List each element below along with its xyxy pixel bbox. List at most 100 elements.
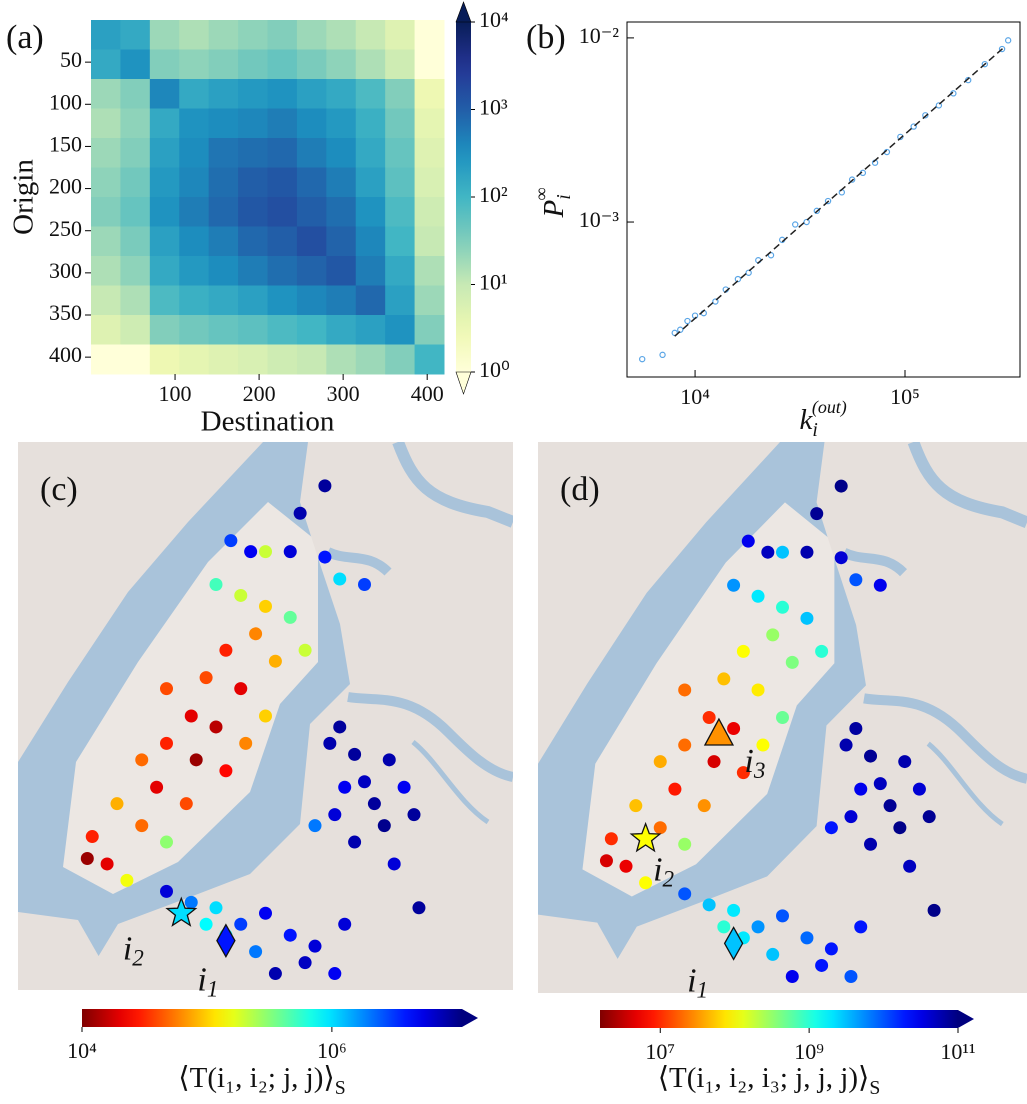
- y-tick-label: 400: [49, 342, 82, 367]
- station: [600, 854, 613, 867]
- heat-cell: [326, 256, 356, 286]
- station: [605, 832, 618, 845]
- heat-cell: [326, 20, 356, 50]
- panel-label: (c): [40, 471, 78, 508]
- heat-cell: [268, 109, 298, 139]
- panel-label: (b): [526, 19, 566, 56]
- station: [318, 479, 331, 492]
- station: [678, 683, 691, 696]
- heat-cell: [179, 138, 209, 168]
- colorbar-extend: [462, 1009, 478, 1027]
- station: [844, 970, 857, 983]
- station: [854, 920, 867, 933]
- heat-cell: [326, 286, 356, 316]
- station: [219, 764, 232, 777]
- heat-cell: [297, 20, 327, 50]
- y-axis-label: Origin: [8, 159, 40, 235]
- heat-cell: [150, 345, 180, 375]
- heat-cell: [150, 168, 180, 198]
- station: [800, 546, 813, 559]
- y-tick-label: 200: [49, 174, 82, 199]
- station: [210, 578, 223, 591]
- heat-cell: [297, 138, 327, 168]
- station: [244, 545, 257, 558]
- station: [210, 901, 223, 914]
- station: [81, 852, 94, 865]
- station: [358, 775, 371, 788]
- heat-cell: [91, 227, 121, 257]
- station: [323, 737, 336, 750]
- y-tick-label: 250: [49, 216, 82, 241]
- y-tick-label: 100: [49, 89, 82, 114]
- heat-cell: [91, 345, 121, 375]
- station: [786, 656, 799, 669]
- heat-cell: [120, 197, 150, 227]
- heat-cell: [91, 256, 121, 286]
- station: [844, 810, 857, 823]
- heat-cell: [179, 256, 209, 286]
- heat-cell: [150, 20, 180, 50]
- heat-cell: [91, 197, 121, 227]
- heat-cell: [268, 345, 298, 375]
- heat-cell: [238, 315, 268, 345]
- colorbar-extend: [456, 372, 471, 394]
- station: [299, 956, 312, 969]
- heat-cell: [238, 286, 268, 316]
- station: [338, 781, 351, 794]
- heat-cell: [209, 79, 239, 109]
- heat-cell: [150, 109, 180, 139]
- station: [639, 876, 652, 889]
- heat-cell: [297, 256, 327, 286]
- station: [776, 546, 789, 559]
- station: [269, 655, 282, 668]
- map: [18, 442, 513, 990]
- station: [269, 967, 282, 980]
- station: [703, 711, 716, 724]
- label-sub: S: [869, 1077, 880, 1099]
- heat-cell: [120, 345, 150, 375]
- station: [668, 783, 681, 796]
- colorbar-tick-label: 10¹¹: [940, 1039, 975, 1064]
- heat-cell: [356, 50, 386, 80]
- x-tick-label: 300: [327, 381, 360, 406]
- station: [776, 909, 789, 922]
- panel-label: (a): [6, 19, 44, 56]
- colorbar-tick-label: 10⁰: [479, 357, 510, 382]
- heat-cell: [385, 20, 415, 50]
- heat-cell: [209, 286, 239, 316]
- station: [234, 682, 247, 695]
- heat-cell: [120, 315, 150, 345]
- heat-cell: [150, 50, 180, 80]
- heat-cell: [238, 168, 268, 198]
- station: [294, 507, 307, 520]
- station: [378, 819, 391, 832]
- heat-cell: [415, 286, 445, 316]
- station: [737, 645, 750, 658]
- heat-cell: [356, 315, 386, 345]
- station: [219, 644, 232, 657]
- label-sub: 1: [697, 978, 709, 1004]
- heat-cell: [385, 168, 415, 198]
- heat-cell: [268, 20, 298, 50]
- axis-label: ki(out): [800, 397, 847, 440]
- y-tick-label: 10⁻³: [579, 207, 620, 232]
- heat-cell: [415, 256, 445, 286]
- station: [800, 612, 813, 625]
- colorbar-extend: [958, 1010, 974, 1028]
- station: [239, 737, 252, 750]
- label-base: ⟨T(i₁, i₂, i₃; j, j, j)⟩: [658, 1062, 870, 1094]
- station: [678, 739, 691, 752]
- heat-cell: [91, 20, 121, 50]
- heat-cell: [415, 227, 445, 257]
- station: [200, 671, 213, 684]
- heat-cell: [120, 138, 150, 168]
- panel-label: (d): [560, 471, 600, 508]
- heat-cell: [385, 345, 415, 375]
- map: [538, 442, 1027, 993]
- station: [259, 545, 272, 558]
- station: [898, 755, 911, 768]
- x-tick-label: 400: [411, 381, 444, 406]
- station: [840, 739, 853, 752]
- colorbar: [456, 22, 471, 372]
- station: [678, 838, 691, 851]
